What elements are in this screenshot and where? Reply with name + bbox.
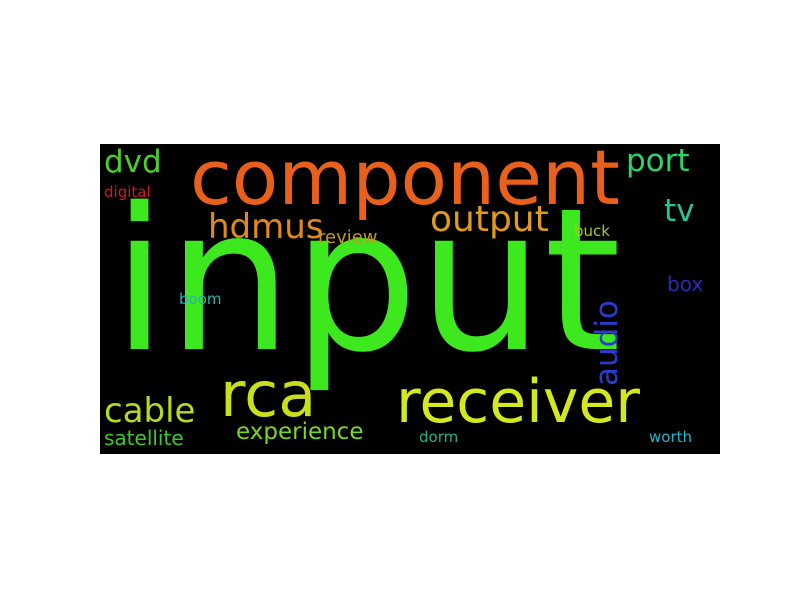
word-dorm: dorm xyxy=(419,428,459,446)
word-worth: worth xyxy=(649,428,693,446)
word-port: port xyxy=(626,144,690,179)
word-rca: rca xyxy=(220,358,317,431)
word-review: review xyxy=(318,227,378,248)
word-tv: tv xyxy=(664,193,695,229)
word-hdmus: hdmus xyxy=(208,207,324,247)
word-cable: cable xyxy=(104,391,196,431)
word-output: output xyxy=(430,199,549,240)
word-buck: buck xyxy=(574,222,610,240)
word-digital: digital xyxy=(104,183,151,201)
word-satellite: satellite xyxy=(104,426,184,450)
word-box: box xyxy=(667,272,704,296)
word-boom: boom xyxy=(179,290,222,308)
word-component: component xyxy=(190,144,620,222)
word-receiver: receiver xyxy=(396,367,640,437)
word-input: input xyxy=(112,165,622,396)
word-experience: experience xyxy=(236,419,364,445)
word-audio: audio xyxy=(589,300,625,386)
word-dvd: dvd xyxy=(104,144,162,180)
word-cloud: input component receiver rca output hdmu… xyxy=(100,144,720,454)
